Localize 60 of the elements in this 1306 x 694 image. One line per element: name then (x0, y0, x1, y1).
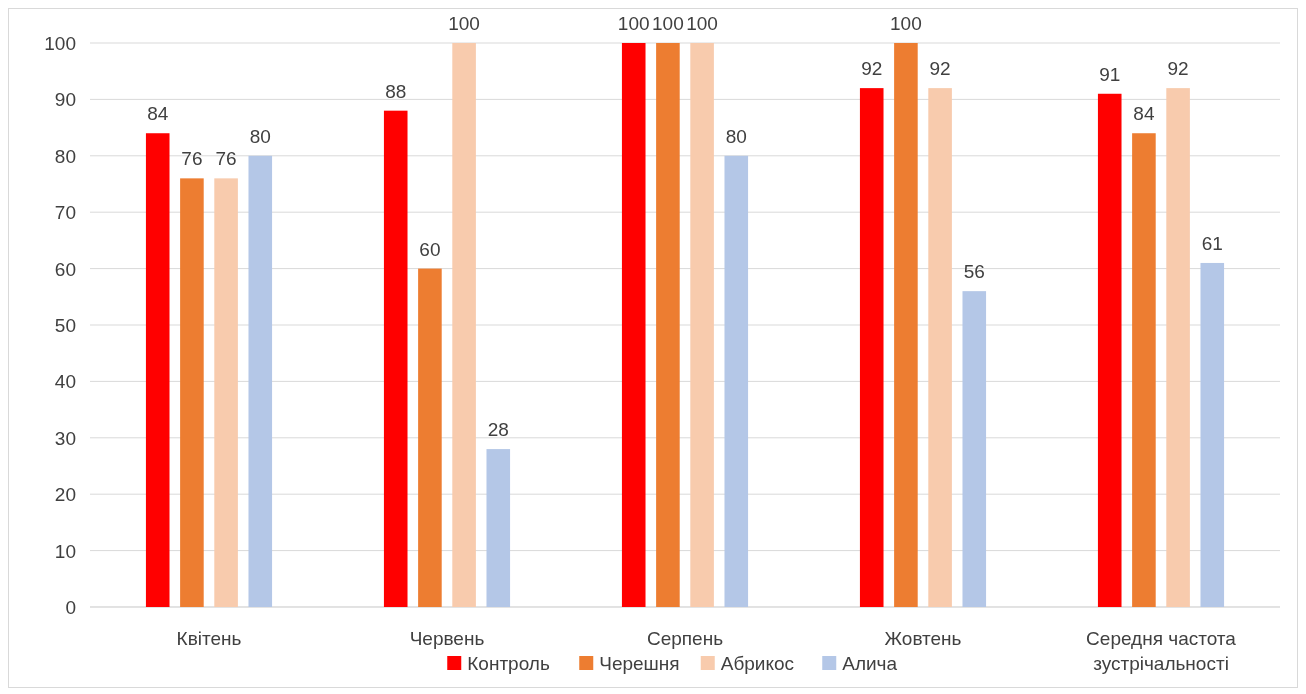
data-label: 91 (1099, 63, 1121, 85)
y-tick-label: 90 (54, 89, 76, 111)
x-tick-label: Червень (409, 628, 485, 649)
bar (859, 88, 884, 607)
bar (894, 43, 918, 607)
data-label: 76 (181, 148, 203, 170)
y-tick-label: 80 (54, 145, 76, 167)
bar (1132, 133, 1156, 607)
data-label: 100 (617, 13, 650, 34)
x-tick-label: Середня частота зустрічальності (1086, 628, 1237, 674)
data-label: 100 (652, 13, 684, 34)
bar (486, 449, 511, 607)
bar (962, 291, 987, 607)
y-tick-label: 100 (44, 33, 76, 54)
bar (214, 178, 238, 607)
y-tick-label: 10 (54, 540, 76, 562)
data-label: 92 (1167, 58, 1189, 80)
data-label: 100 (448, 13, 480, 34)
data-label: 56 (963, 261, 985, 283)
bar (1166, 88, 1190, 607)
data-label: 100 (686, 13, 718, 34)
bar (145, 133, 170, 607)
data-label: 92 (929, 58, 951, 80)
bar (452, 43, 476, 607)
legend-label: Абрикос (720, 653, 795, 674)
x-tick-label: Серпень (646, 628, 724, 649)
y-tick-label: 30 (54, 427, 76, 449)
data-label: 84 (147, 103, 169, 125)
bar (180, 178, 204, 607)
data-label: 76 (215, 148, 237, 170)
y-tick-label: 0 (65, 597, 76, 618)
y-tick-label: 60 (54, 258, 76, 280)
y-tick-label: 50 (54, 315, 76, 336)
x-tick-label: Квітень (176, 628, 242, 649)
bar (248, 155, 273, 607)
data-label: 84 (1133, 103, 1155, 125)
bar (418, 268, 442, 607)
bar (1200, 262, 1225, 607)
legend-label: Контроль (467, 653, 550, 674)
data-label: 80 (725, 125, 747, 147)
bar (928, 88, 952, 607)
y-tick-label: 20 (54, 484, 76, 506)
data-label: 92 (861, 58, 883, 80)
bar (383, 110, 408, 607)
data-label: 88 (385, 80, 407, 102)
x-tick-label: Жовтень (884, 628, 962, 649)
data-label: 28 (487, 419, 509, 441)
bar (1097, 93, 1122, 607)
legend-label: Черешня (599, 653, 680, 674)
bar (724, 155, 749, 607)
data-label: 100 (890, 13, 922, 34)
bar (690, 43, 714, 607)
y-tick-label: 40 (54, 371, 76, 393)
bar (656, 43, 680, 607)
data-label: 61 (1201, 232, 1223, 254)
legend-label: Алича (842, 653, 898, 674)
data-label: 80 (249, 125, 271, 147)
y-tick-label: 70 (54, 202, 76, 224)
bar (621, 43, 646, 607)
data-label: 60 (419, 238, 441, 260)
